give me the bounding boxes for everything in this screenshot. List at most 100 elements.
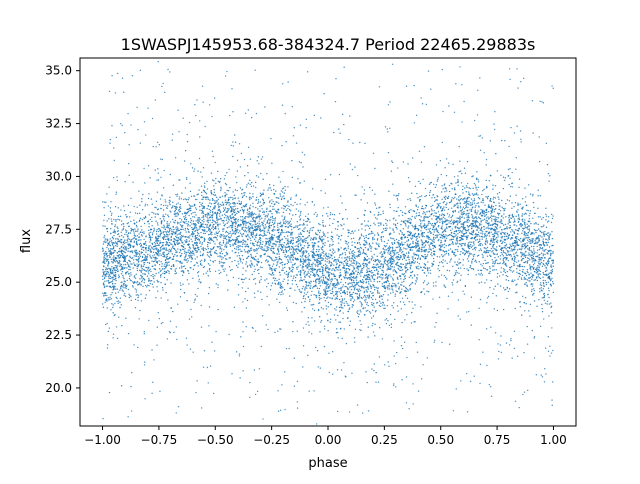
- data-point: [420, 195, 423, 197]
- data-point: [524, 310, 526, 312]
- data-point: [518, 227, 520, 230]
- data-point: [139, 255, 142, 258]
- data-point: [225, 214, 227, 217]
- data-point: [136, 253, 138, 256]
- data-point: [527, 260, 529, 262]
- data-point: [408, 181, 411, 183]
- data-point: [451, 221, 454, 223]
- data-point: [534, 270, 536, 273]
- data-point: [242, 205, 244, 207]
- data-point: [525, 245, 528, 248]
- data-point: [529, 210, 532, 212]
- data-point: [335, 264, 338, 266]
- data-point: [528, 218, 531, 220]
- data-point: [518, 224, 521, 226]
- data-point: [485, 239, 487, 241]
- data-point: [194, 241, 196, 244]
- data-point: [271, 234, 273, 236]
- data-point: [207, 198, 209, 201]
- data-point: [429, 227, 431, 230]
- data-point: [102, 275, 104, 277]
- data-point: [199, 263, 202, 266]
- data-point: [227, 221, 229, 223]
- data-point: [393, 261, 395, 263]
- data-point: [431, 242, 433, 245]
- data-point: [219, 178, 222, 180]
- data-point: [227, 199, 230, 202]
- data-point: [441, 185, 443, 187]
- data-point: [411, 270, 414, 273]
- data-point: [293, 275, 295, 277]
- data-point: [300, 239, 302, 241]
- data-point: [323, 233, 325, 235]
- data-point: [224, 207, 227, 209]
- data-point: [234, 239, 236, 241]
- data-point: [301, 311, 303, 313]
- data-point: [261, 224, 263, 226]
- data-point: [488, 224, 490, 227]
- data-point: [306, 285, 308, 287]
- data-point: [392, 229, 394, 231]
- data-point: [467, 256, 470, 258]
- data-point: [493, 211, 495, 213]
- data-point: [486, 208, 488, 210]
- data-point: [255, 259, 257, 261]
- data-point: [271, 221, 274, 224]
- data-point: [241, 188, 244, 191]
- data-point: [247, 265, 249, 267]
- data-point: [249, 207, 251, 210]
- data-point: [221, 256, 223, 258]
- data-point: [404, 248, 406, 250]
- data-point: [530, 290, 533, 293]
- data-point: [392, 279, 394, 281]
- data-point: [376, 232, 379, 234]
- data-point: [237, 249, 240, 251]
- data-point: [467, 242, 470, 244]
- data-point: [256, 233, 258, 235]
- data-point: [289, 258, 291, 260]
- data-point: [167, 269, 169, 272]
- data-point: [155, 238, 158, 240]
- data-point: [109, 238, 111, 240]
- data-point: [543, 292, 546, 295]
- data-point: [126, 284, 128, 287]
- data-point: [290, 218, 293, 220]
- data-point: [156, 286, 158, 288]
- data-point: [155, 236, 157, 238]
- data-point: [429, 248, 432, 250]
- data-point: [504, 269, 506, 271]
- data-point: [296, 259, 298, 261]
- data-point: [334, 298, 336, 300]
- data-point: [517, 214, 520, 216]
- data-point: [333, 295, 335, 297]
- data-point: [203, 191, 206, 193]
- data-point: [275, 243, 277, 246]
- data-point: [536, 270, 539, 273]
- data-point: [429, 191, 431, 194]
- data-point: [393, 266, 395, 268]
- data-point: [304, 204, 306, 206]
- data-point: [514, 257, 516, 260]
- data-point: [491, 233, 494, 235]
- data-point: [459, 210, 462, 212]
- data-point: [231, 220, 233, 223]
- data-point: [545, 266, 547, 269]
- data-point: [337, 259, 340, 262]
- data-point: [483, 213, 485, 215]
- data-point: [510, 217, 512, 219]
- data-point: [464, 187, 466, 189]
- data-point: [465, 204, 467, 207]
- data-point: [366, 286, 368, 289]
- data-point: [303, 230, 305, 233]
- data-point: [237, 252, 240, 254]
- data-point: [256, 196, 258, 199]
- data-point: [477, 231, 480, 233]
- data-point: [224, 192, 226, 194]
- data-point: [302, 241, 304, 243]
- data-point: [143, 253, 145, 256]
- data-point: [539, 290, 541, 293]
- data-point: [531, 278, 533, 280]
- data-point: [457, 184, 459, 187]
- data-point: [450, 234, 453, 237]
- data-point: [494, 218, 497, 220]
